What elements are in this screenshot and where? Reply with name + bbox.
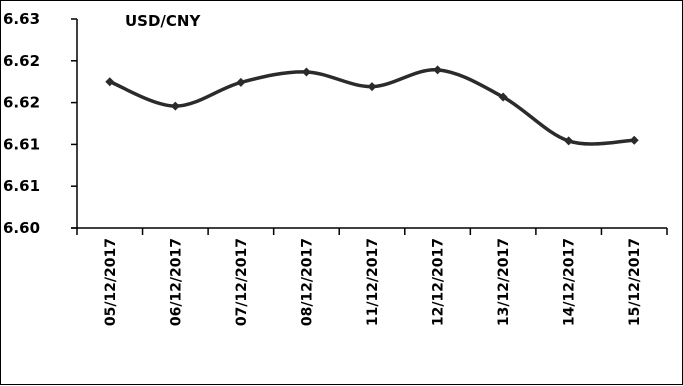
y-tick-label: 6.60 (3, 219, 40, 237)
x-tick-label: 15/12/2017 (627, 238, 643, 326)
x-tick-label: 06/12/2017 (168, 238, 184, 326)
x-axis-ticks: 05/12/2017 06/12/2017 07/12/2017 08/12/2017… (76, 228, 668, 326)
data-point (367, 82, 377, 92)
y-tick-label: 6.62 (3, 52, 40, 70)
data-point (433, 65, 443, 75)
x-tick-label: 13/12/2017 (496, 238, 512, 326)
data-point (498, 92, 508, 102)
data-point (105, 77, 115, 87)
data-point (564, 136, 574, 146)
series-line-usd-cny (108, 68, 636, 146)
data-point (236, 77, 246, 87)
data-point (629, 135, 639, 145)
axes (71, 19, 667, 229)
x-tick-label: 14/12/2017 (562, 238, 578, 326)
x-tick-label: 12/12/2017 (431, 238, 447, 326)
y-tick-label: 6.61 (3, 135, 40, 153)
y-tick-label: 6.61 (3, 177, 40, 195)
chart-title: USD/CNY (125, 12, 201, 30)
y-axis-ticks: 6.60 6.61 6.61 6.62 6.62 6.63 (3, 10, 77, 237)
data-point (170, 101, 180, 111)
x-tick-label: 08/12/2017 (299, 238, 315, 326)
data-point (301, 67, 311, 77)
y-tick-label: 6.62 (3, 94, 40, 112)
x-tick-label: 07/12/2017 (234, 238, 250, 326)
series-points (105, 65, 639, 146)
x-tick-label: 11/12/2017 (365, 238, 381, 326)
x-tick-label: 05/12/2017 (103, 238, 119, 326)
y-tick-label: 6.63 (3, 10, 40, 28)
